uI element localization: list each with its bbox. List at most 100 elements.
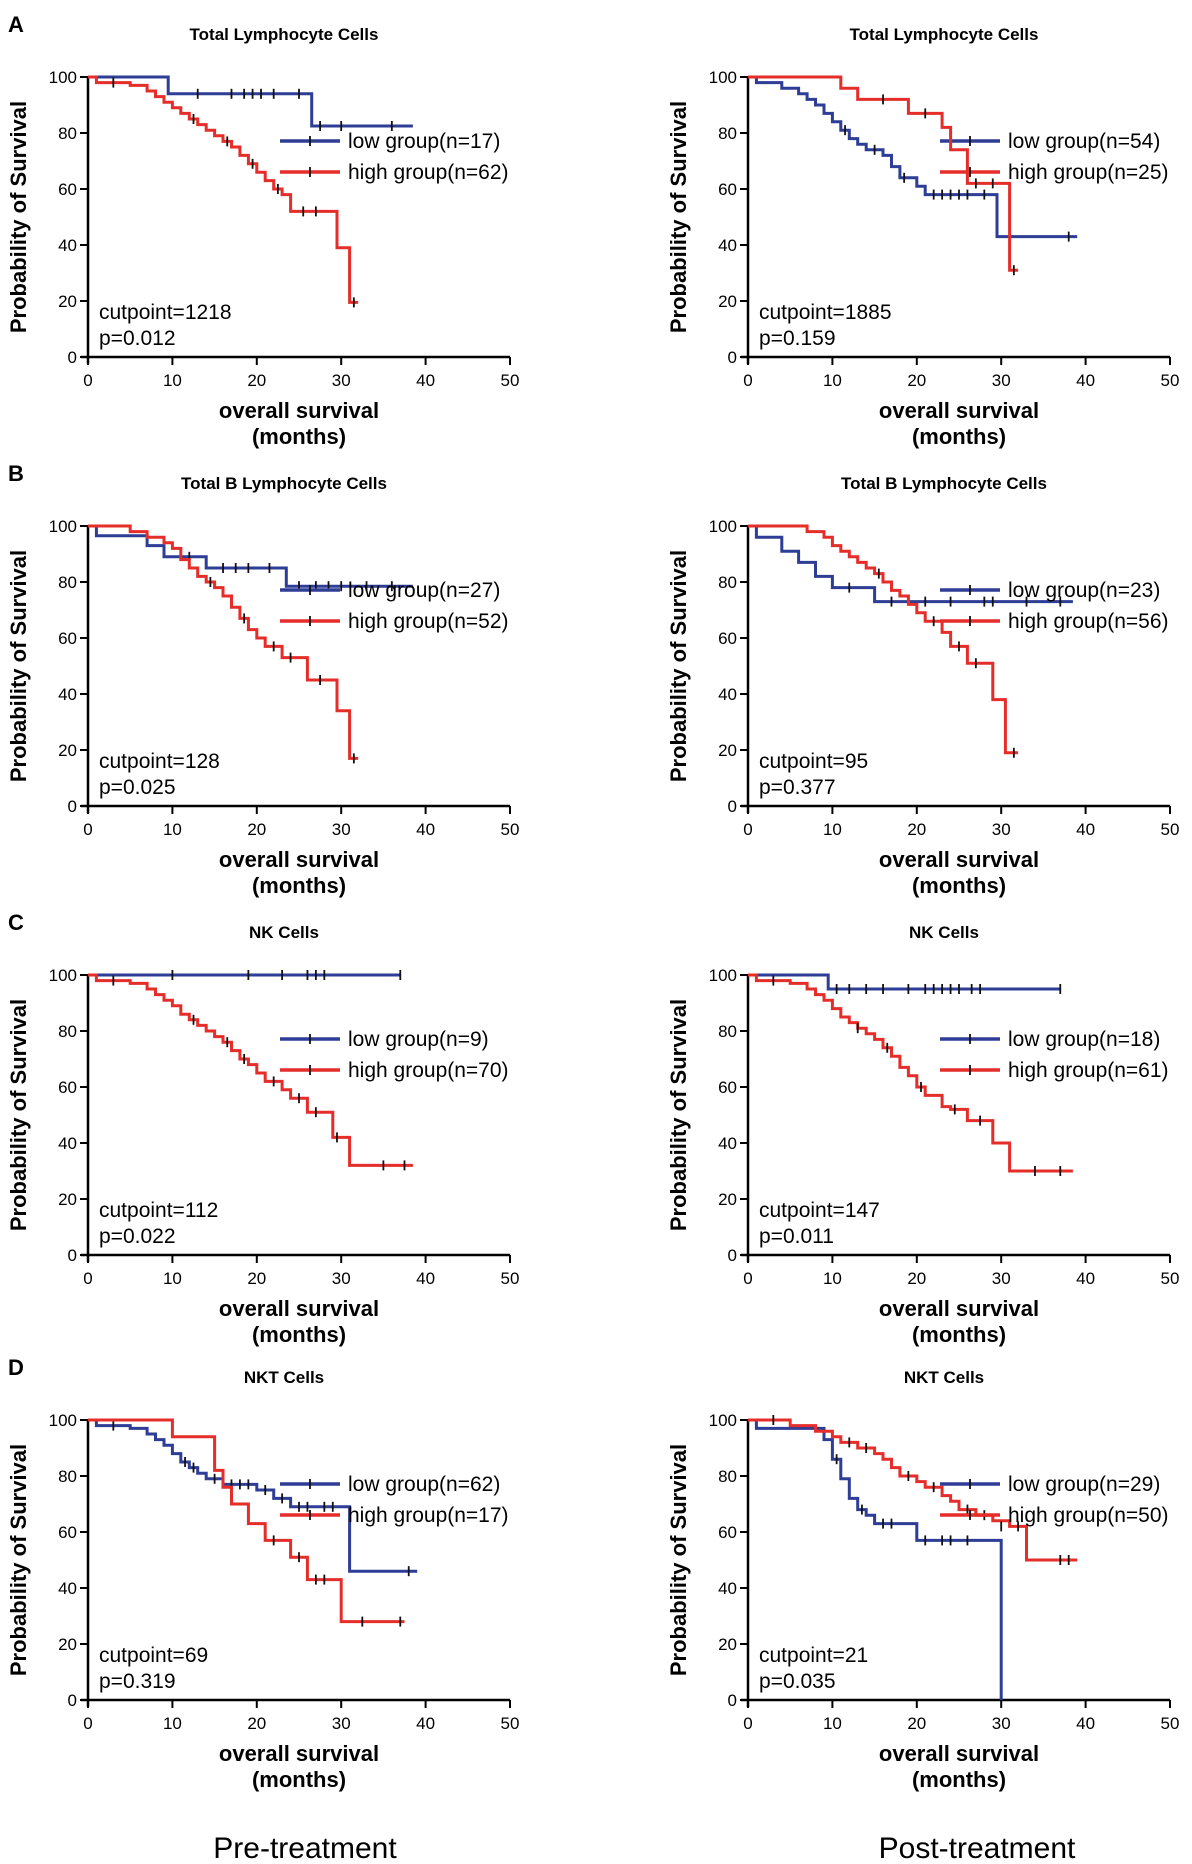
- x-axis-label-units: (months): [252, 1322, 346, 1347]
- x-tick-label: 40: [1076, 820, 1095, 839]
- x-tick-label: 20: [907, 820, 926, 839]
- y-tick-label: 20: [718, 1190, 737, 1209]
- x-tick-label: 50: [1161, 371, 1180, 390]
- y-tick-label: 20: [58, 741, 77, 760]
- x-tick-label: 10: [163, 820, 182, 839]
- p-value-annotation: p=0.022: [99, 1225, 176, 1248]
- survival-panel: C NK Cells 0 10 20 30 40 50 0 20 40 60 80 100 overall …: [6, 910, 519, 1347]
- y-tick-label: 60: [718, 1523, 737, 1542]
- x-tick-label: 10: [823, 1269, 842, 1288]
- legend-label-high: high group(n=61): [1008, 1059, 1169, 1082]
- survival-curve-high: [88, 973, 413, 1167]
- y-axis-label: Probability of Survival: [6, 1444, 31, 1676]
- x-tick-label: 0: [83, 371, 92, 390]
- footer-pre-treatment: Pre-treatment: [213, 1832, 397, 1864]
- legend-label-low: low group(n=54): [1008, 130, 1160, 153]
- x-tick-label: 10: [823, 820, 842, 839]
- legend-label-low: low group(n=23): [1008, 579, 1160, 602]
- panel-title: Total B Lymphocyte Cells: [841, 474, 1047, 493]
- panel-title: Total Lymphocyte Cells: [850, 25, 1039, 44]
- x-tick-label: 0: [743, 820, 752, 839]
- survival-curve-high: [748, 524, 1019, 755]
- y-tick-label: 0: [728, 797, 737, 816]
- legend-label-high: high group(n=56): [1008, 610, 1169, 633]
- y-tick-label: 80: [58, 1022, 77, 1041]
- x-axis-label: overall survival: [879, 1296, 1039, 1321]
- panel-letter: C: [8, 910, 24, 935]
- survival-curve-high: [748, 973, 1073, 1173]
- y-tick-label: 60: [718, 1078, 737, 1097]
- y-tick-label: 100: [709, 1411, 737, 1430]
- x-tick-label: 10: [823, 1714, 842, 1733]
- panel-title: NK Cells: [909, 923, 979, 942]
- survival-panel: NKT Cells 0 10 20 30 40 50 0 20 40 60 80 100 overall …: [666, 1368, 1179, 1792]
- x-tick-label: 10: [163, 371, 182, 390]
- y-tick-label: 0: [728, 1246, 737, 1265]
- y-tick-label: 80: [58, 124, 77, 143]
- y-axis-label: Probability of Survival: [6, 999, 31, 1231]
- legend-label-low: low group(n=9): [348, 1028, 489, 1051]
- y-tick-label: 40: [58, 236, 77, 255]
- y-axis-label: Probability of Survival: [666, 1444, 691, 1676]
- p-value-annotation: p=0.012: [99, 327, 176, 350]
- survival-panel: A Total Lymphocyte Cells 0 10 20 30 40 50 0 20 40 6…: [6, 12, 519, 449]
- y-tick-label: 20: [58, 1635, 77, 1654]
- x-tick-label: 0: [83, 1269, 92, 1288]
- x-tick-label: 50: [1161, 820, 1180, 839]
- p-value-annotation: p=0.035: [759, 1670, 836, 1693]
- y-tick-label: 100: [709, 966, 737, 985]
- legend-label-high: high group(n=25): [1008, 161, 1169, 184]
- x-axis-label-units: (months): [252, 1767, 346, 1792]
- y-tick-label: 60: [58, 1523, 77, 1542]
- survival-panel: NK Cells 0 10 20 30 40 50 0 20 40 60 80 100 overall s…: [666, 923, 1179, 1347]
- survival-curve-low: [748, 973, 1061, 991]
- x-tick-label: 30: [332, 1714, 351, 1733]
- x-tick-label: 50: [501, 1269, 520, 1288]
- y-tick-label: 20: [58, 1190, 77, 1209]
- p-value-annotation: p=0.025: [99, 776, 176, 799]
- survival-curve-low: [748, 524, 1073, 604]
- x-tick-label: 40: [416, 820, 435, 839]
- y-axis-label: Probability of Survival: [666, 999, 691, 1231]
- cutpoint-annotation: cutpoint=147: [759, 1199, 880, 1222]
- x-tick-label: 30: [992, 371, 1011, 390]
- y-tick-label: 60: [58, 180, 77, 199]
- y-tick-label: 60: [718, 180, 737, 199]
- panel-letter: A: [8, 12, 24, 37]
- x-axis-label: overall survival: [219, 1741, 379, 1766]
- survival-panel: Total B Lymphocyte Cells 0 10 20 30 40 50 0 20 40…: [666, 474, 1179, 898]
- panel-title: NK Cells: [249, 923, 319, 942]
- x-tick-label: 10: [823, 371, 842, 390]
- y-tick-label: 80: [718, 1022, 737, 1041]
- x-tick-label: 50: [1161, 1714, 1180, 1733]
- legend-label-low: low group(n=27): [348, 579, 500, 602]
- y-tick-label: 100: [709, 68, 737, 87]
- y-tick-label: 20: [718, 292, 737, 311]
- x-tick-label: 30: [992, 1714, 1011, 1733]
- y-tick-label: 60: [718, 629, 737, 648]
- x-axis-label-units: (months): [912, 424, 1006, 449]
- y-tick-label: 0: [728, 348, 737, 367]
- cutpoint-annotation: cutpoint=1218: [99, 301, 232, 324]
- y-tick-label: 80: [718, 573, 737, 592]
- cutpoint-annotation: cutpoint=112: [99, 1199, 218, 1222]
- x-axis-label-units: (months): [252, 424, 346, 449]
- y-tick-label: 60: [58, 1078, 77, 1097]
- x-axis-label-units: (months): [912, 1322, 1006, 1347]
- x-tick-label: 20: [247, 1714, 266, 1733]
- x-tick-label: 40: [1076, 371, 1095, 390]
- y-tick-label: 20: [58, 292, 77, 311]
- survival-panel: Total Lymphocyte Cells 0 10 20 30 40 50 0 20 40 60…: [666, 25, 1179, 449]
- x-tick-label: 40: [416, 1269, 435, 1288]
- legend-label-high: high group(n=62): [348, 161, 509, 184]
- y-tick-label: 20: [718, 741, 737, 760]
- cutpoint-annotation: cutpoint=69: [99, 1644, 208, 1667]
- x-axis-label: overall survival: [219, 1296, 379, 1321]
- y-tick-label: 0: [728, 1691, 737, 1710]
- panel-title: NKT Cells: [904, 1368, 984, 1387]
- x-tick-label: 20: [247, 1269, 266, 1288]
- survival-curve-high: [88, 1418, 405, 1624]
- survival-panel: B Total B Lymphocyte Cells 0 10 20 30 40 50 0 20 4…: [6, 461, 519, 898]
- y-tick-label: 40: [718, 1134, 737, 1153]
